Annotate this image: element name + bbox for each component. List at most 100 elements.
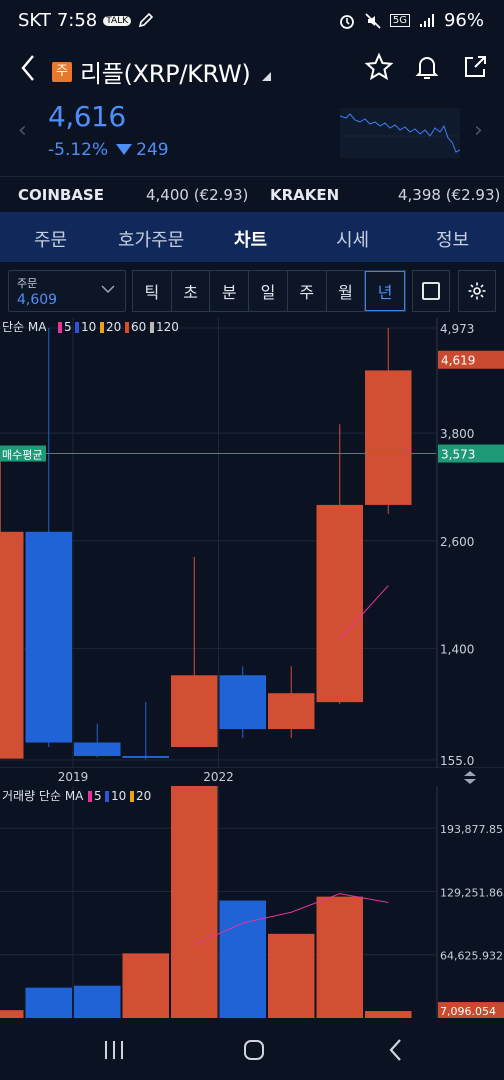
favorite-button[interactable] <box>362 50 396 84</box>
period-tick[interactable]: 틱 <box>133 271 172 311</box>
back-button[interactable] <box>14 52 42 84</box>
y-tick-label: 3,800 <box>440 427 474 441</box>
candle-body <box>316 504 363 703</box>
title-bar: 주 리플(XRP/KRW) <box>0 44 504 92</box>
back-nav-button[interactable] <box>376 1034 416 1066</box>
tab-chart[interactable]: 차트 <box>234 230 268 251</box>
exchange-name: KRAKEN <box>270 186 340 204</box>
period-year[interactable]: 년 <box>365 271 406 311</box>
title-dropdown-caret[interactable] <box>262 72 271 81</box>
order-select[interactable]: 주문 4,609 <box>8 270 126 312</box>
current-volume-label: 7,096.054 <box>440 1005 496 1018</box>
x-tick-label: 2019 <box>58 770 89 784</box>
exchange-value: 4,400 (€2.93) <box>146 186 249 204</box>
back-nav-icon <box>389 1039 401 1061</box>
volume-bar <box>122 953 169 1018</box>
android-nav-bar <box>0 1020 504 1080</box>
back-arrow-icon <box>21 55 34 81</box>
recent-apps-icon <box>105 1041 123 1059</box>
panel-resize-icon <box>464 771 476 784</box>
price-block: ‹ 4,616 -5.12% 249 › <box>0 96 504 174</box>
volume-bar <box>268 933 315 1018</box>
status-bar: SKT 7:58 TALK 5G 96% <box>0 0 504 44</box>
share-button[interactable] <box>458 50 492 84</box>
avg-buy-label-bg <box>438 444 504 463</box>
candle-body <box>122 755 169 758</box>
y-tick-label: 155.0 <box>440 754 474 768</box>
price-sparkline[interactable] <box>340 108 460 158</box>
chart-toolbar: 주문 4,609 틱 초 분 일 주 월 년 <box>0 264 504 316</box>
volume-ma5-line <box>194 893 389 946</box>
home-button[interactable] <box>234 1034 274 1066</box>
alert-button[interactable] <box>410 50 444 84</box>
period-week[interactable]: 주 <box>288 271 327 311</box>
legend-label: 20 <box>136 789 151 803</box>
volume-legend-prefix: 거래량 단순 MA <box>2 789 84 803</box>
legend-swatch <box>125 322 129 333</box>
legend-swatch <box>88 791 92 802</box>
avg-buy-tag: 매수평균 <box>2 449 42 462</box>
legend-label: 20 <box>106 320 121 334</box>
tab-orderbook[interactable]: 호가주문 <box>118 230 185 251</box>
legend-label: 10 <box>111 789 126 803</box>
tab-info[interactable]: 정보 <box>436 230 470 251</box>
page-title: 리플(XRP/KRW) <box>80 60 251 88</box>
legend-swatch <box>105 791 109 802</box>
talk-icon: TALK <box>103 15 132 26</box>
period-minute[interactable]: 분 <box>210 271 250 311</box>
bell-icon <box>415 57 439 79</box>
chart-type-button[interactable] <box>412 270 450 312</box>
settings-button[interactable] <box>458 270 496 312</box>
volume-bar <box>0 1010 24 1018</box>
prev-coin-icon[interactable]: ‹ <box>18 118 27 143</box>
chevron-down-icon <box>101 285 115 294</box>
share-icon <box>465 56 486 77</box>
next-coin-icon[interactable]: › <box>474 118 483 143</box>
candle-body <box>219 675 266 730</box>
y-tick-label: 2,600 <box>440 535 474 549</box>
exchange-value: 4,398 (€2.93) <box>398 186 501 204</box>
legend-swatch <box>58 322 62 333</box>
legend-swatch <box>130 791 134 802</box>
price-legend-prefix: 단순 MA <box>2 320 47 334</box>
title-wrap[interactable]: 주 리플(XRP/KRW) <box>52 54 251 89</box>
carrier-text: SKT <box>18 10 51 31</box>
volume-y-tick-label: 193,877.857 <box>440 823 504 836</box>
candle-body <box>171 675 218 747</box>
legend-label: 5 <box>64 320 72 334</box>
avg-buy-label: 3,573 <box>441 448 475 462</box>
candle-body <box>25 531 72 743</box>
legend-label: 5 <box>94 789 102 803</box>
legend-swatch <box>75 322 79 333</box>
avg-buy-tag-bg <box>0 445 46 462</box>
tab-order[interactable]: 주문 <box>34 230 68 251</box>
current-price-label: 4,619 <box>441 354 475 368</box>
order-select-value: 4,609 <box>17 292 58 308</box>
candle-body <box>0 531 24 759</box>
candle-body <box>74 742 121 756</box>
candle-body <box>365 370 412 505</box>
volume-bar <box>171 786 218 1018</box>
recent-apps-button[interactable] <box>94 1034 134 1066</box>
star-icon <box>364 52 394 81</box>
period-month[interactable]: 월 <box>327 271 366 311</box>
period-day[interactable]: 일 <box>249 271 288 311</box>
candle-body <box>268 693 315 730</box>
exchange-bar: COINBASE 4,400 (€2.93) KRAKEN 4,398 (€2.… <box>0 176 504 212</box>
volume-y-tick-label: 129,251.863 <box>440 886 504 899</box>
square-icon <box>422 282 440 300</box>
legend-swatch <box>150 322 154 333</box>
home-icon <box>244 1040 264 1060</box>
time-text: 7:58 <box>56 10 98 31</box>
legend-label: 10 <box>81 320 96 334</box>
price-volume-chart[interactable]: 매수평균 3,573 4,619 7,096.054 2019 2022 4,973 3,8… <box>0 318 504 1018</box>
order-badge: 주 <box>52 61 72 82</box>
gear-icon <box>468 282 486 300</box>
network-text: 5G <box>389 14 410 27</box>
tab-market[interactable]: 시세 <box>336 230 370 251</box>
x-tick-label: 2022 <box>203 770 234 784</box>
period-second[interactable]: 초 <box>172 271 211 311</box>
volume-bar <box>316 896 363 1018</box>
current-price: 4,616 <box>48 100 126 133</box>
volume-bar <box>74 985 121 1018</box>
